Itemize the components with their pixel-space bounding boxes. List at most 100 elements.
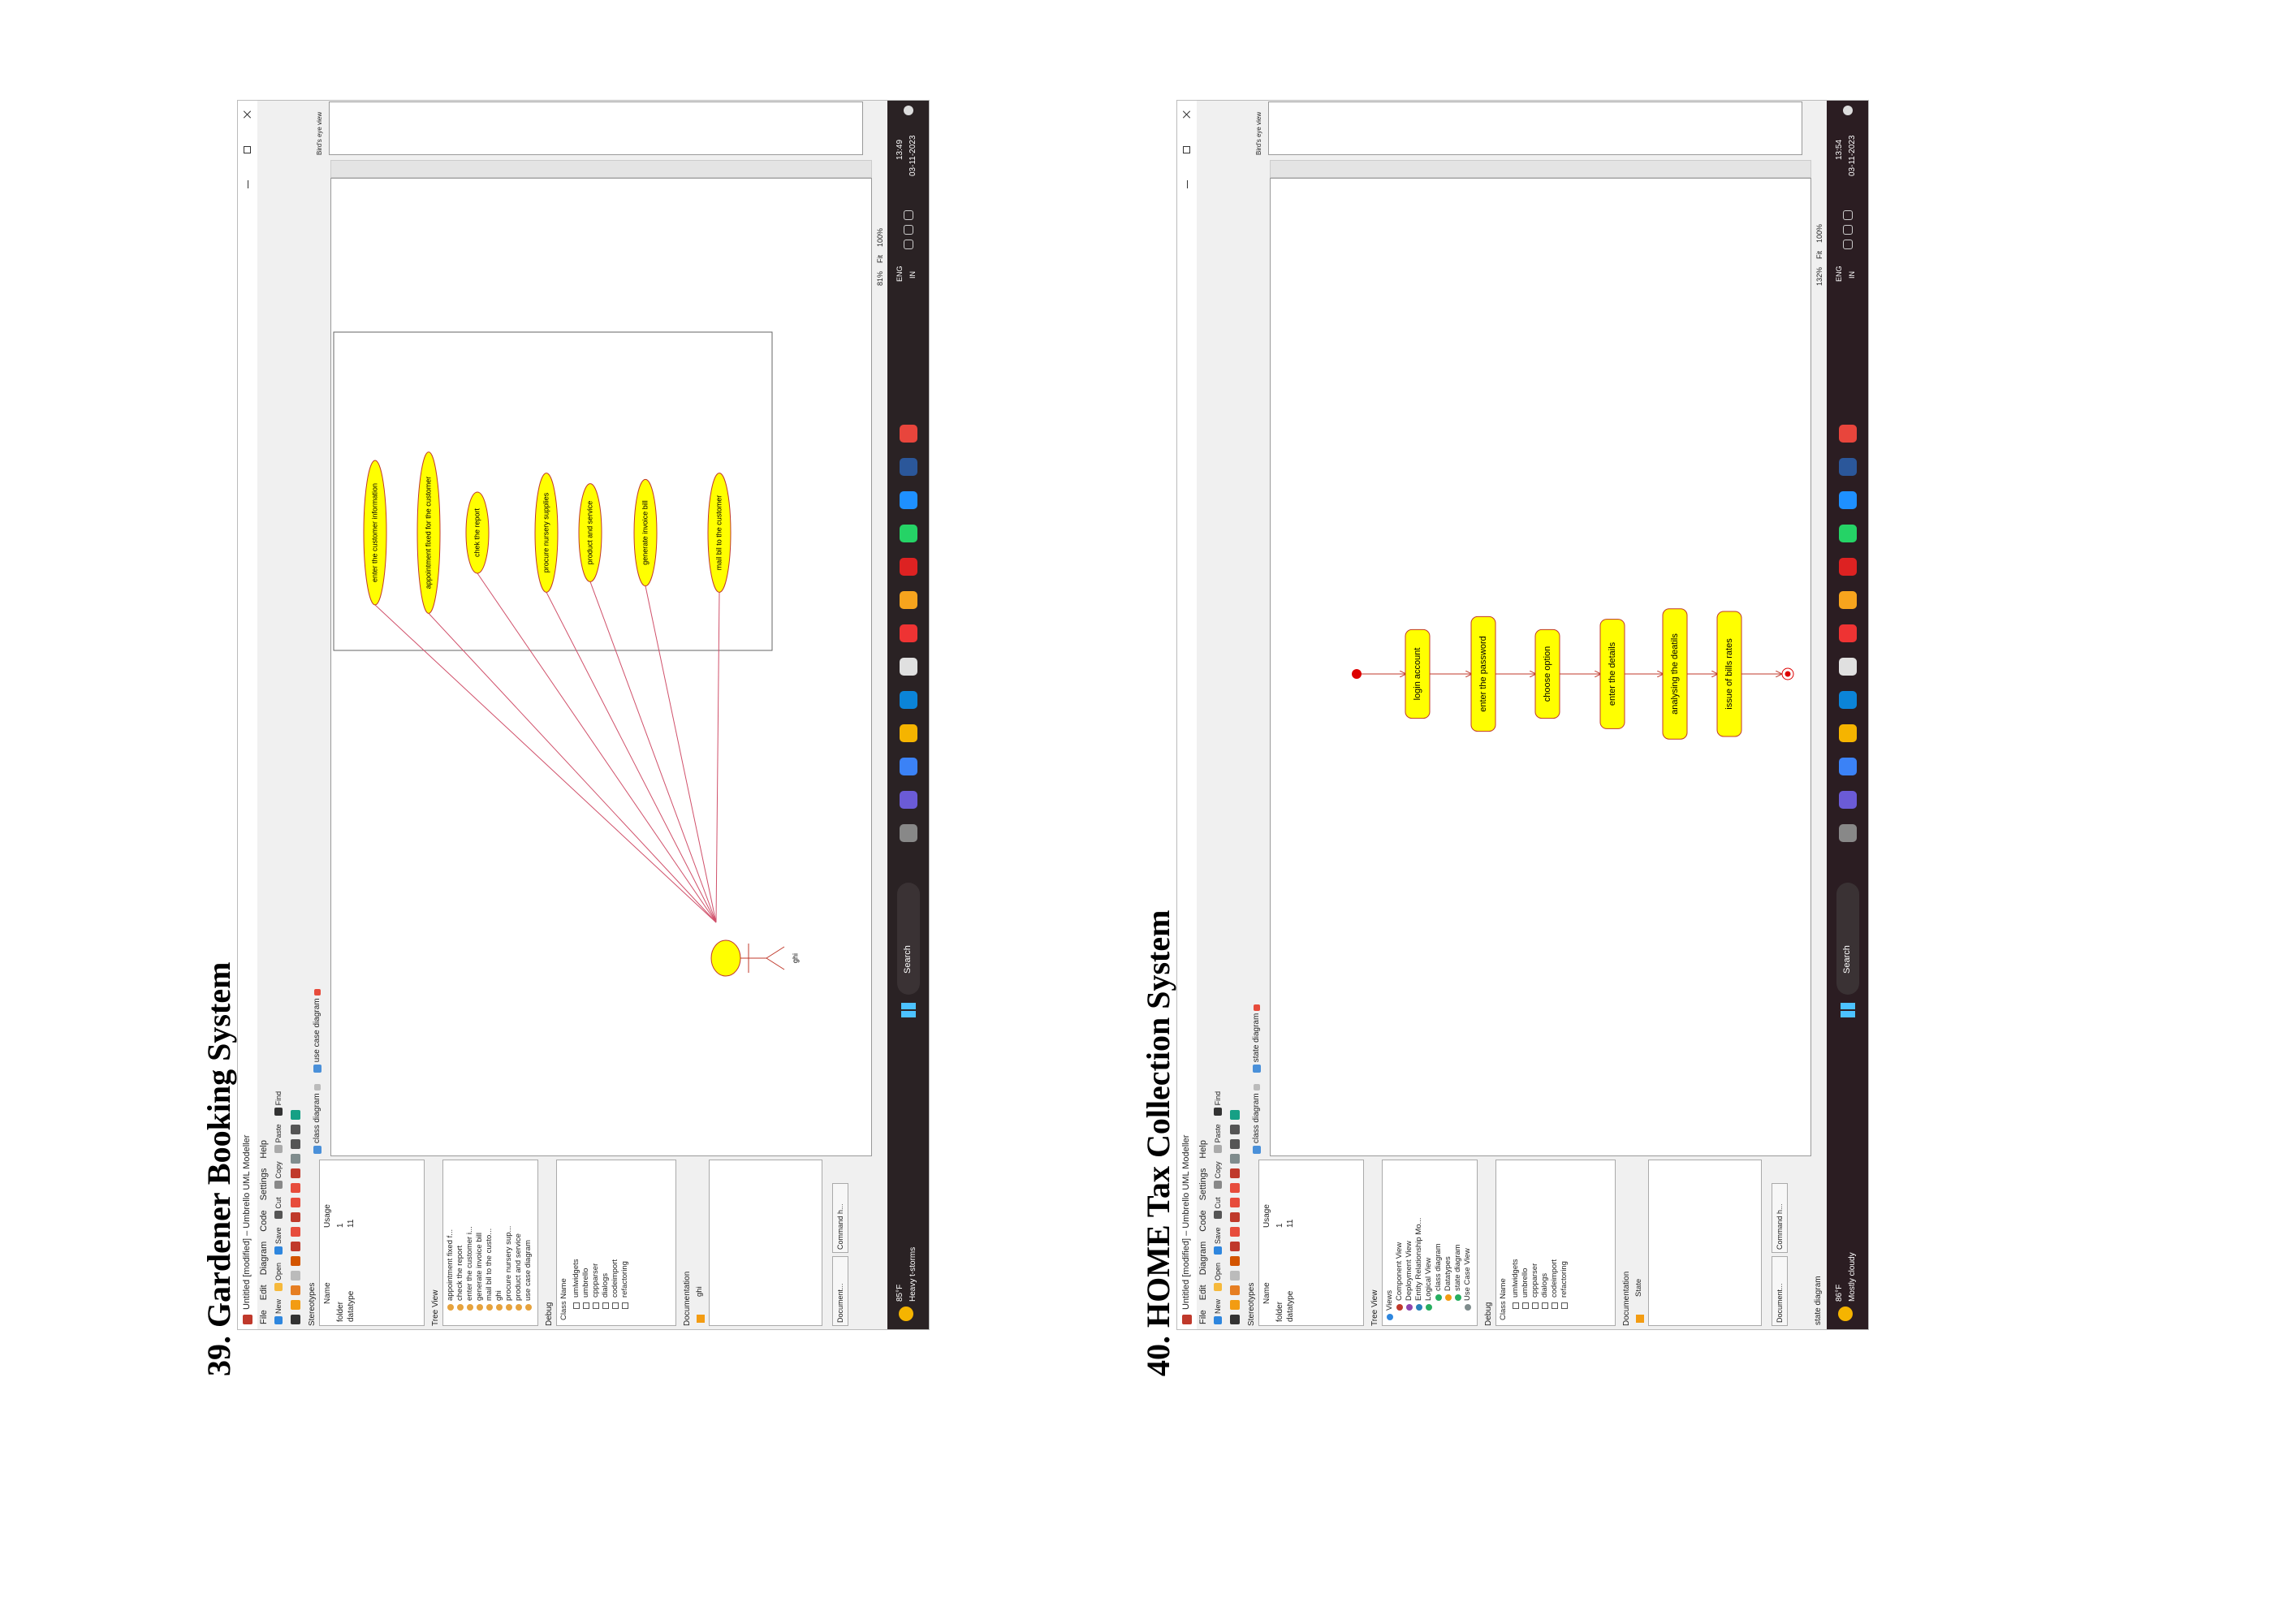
taskbar-app[interactable] <box>900 458 917 476</box>
taskbar-app[interactable] <box>900 591 917 609</box>
zoom-label[interactable]: 100% <box>1815 223 1823 243</box>
diagram-tab[interactable]: class diagram <box>1252 1084 1261 1154</box>
checkbox[interactable] <box>1522 1302 1529 1309</box>
taskbar-app[interactable] <box>1839 591 1857 609</box>
notification-icon[interactable] <box>1843 106 1853 115</box>
scrollbar[interactable] <box>330 160 872 178</box>
toolbar-button[interactable]: Paste <box>274 1124 283 1154</box>
zoom-label[interactable]: Fit <box>876 254 884 263</box>
dock-tab[interactable]: Command h... <box>832 1183 848 1253</box>
taskbar-app[interactable] <box>900 491 917 509</box>
dock-tab[interactable]: Document... <box>832 1256 848 1326</box>
menu-item[interactable]: Edit <box>259 1285 269 1301</box>
taskbar-app[interactable] <box>1839 824 1857 842</box>
zoom-label[interactable]: 100% <box>876 227 884 247</box>
maximize-button[interactable] <box>244 146 251 153</box>
toolbar-button[interactable]: Open <box>1214 1263 1222 1291</box>
diagram-tab[interactable]: state diagram <box>1252 1004 1261 1073</box>
taskbar-app[interactable] <box>1839 525 1857 542</box>
taskbar-app[interactable] <box>1839 658 1857 676</box>
taskbar-app[interactable] <box>1839 791 1857 809</box>
checkbox[interactable] <box>1513 1302 1519 1309</box>
taskbar-app[interactable] <box>900 525 917 542</box>
checkbox[interactable] <box>622 1302 628 1309</box>
menu-item[interactable]: Help <box>259 1140 269 1159</box>
tray-icon[interactable] <box>904 210 913 220</box>
menu-item[interactable]: Settings <box>1198 1168 1208 1201</box>
menu-item[interactable]: File <box>1198 1310 1208 1324</box>
toolbar-button[interactable]: New <box>1214 1299 1222 1324</box>
zoom-label[interactable]: Fit <box>1815 250 1823 259</box>
toolbar-button[interactable]: Save <box>274 1227 283 1255</box>
menu-item[interactable]: Settings <box>259 1168 269 1201</box>
search-box[interactable]: Search <box>897 883 920 995</box>
tree-item[interactable]: check the report <box>455 1245 464 1301</box>
checkbox[interactable] <box>1561 1302 1568 1309</box>
tray-icon[interactable] <box>1843 240 1853 249</box>
toolbar-button[interactable]: Open <box>274 1263 283 1291</box>
search-box[interactable]: Search <box>1836 883 1859 995</box>
taskbar-app[interactable] <box>900 824 917 842</box>
taskbar-app[interactable] <box>900 658 917 676</box>
tree-item[interactable]: Entity Relationship Mo... <box>1414 1217 1423 1301</box>
taskbar-app[interactable] <box>1839 758 1857 775</box>
menu-item[interactable]: Help <box>1198 1140 1208 1159</box>
tree-item[interactable]: enter the customer i... <box>465 1226 474 1301</box>
dock-tab[interactable]: Command h... <box>1772 1183 1788 1253</box>
tree-item[interactable]: appointment fixed f... <box>446 1229 455 1301</box>
diagram-tab[interactable]: use case diagram <box>313 989 322 1073</box>
taskbar-app[interactable] <box>900 558 917 576</box>
taskbar-app[interactable] <box>1839 425 1857 443</box>
toolbar-button[interactable]: Paste <box>1214 1124 1222 1154</box>
toolbar-button[interactable]: Cut <box>274 1197 283 1220</box>
taskbar-app[interactable] <box>900 691 917 709</box>
notification-icon[interactable] <box>904 106 913 115</box>
minimize-button[interactable] <box>1187 180 1188 188</box>
checkbox[interactable] <box>1542 1302 1548 1309</box>
tree-item[interactable]: state diagram <box>1453 1244 1462 1291</box>
tree-item[interactable]: Deployment View <box>1405 1241 1413 1301</box>
checkbox[interactable] <box>1532 1302 1539 1309</box>
menu-item[interactable]: Code <box>259 1210 269 1232</box>
toolbar-button[interactable]: Cut <box>1214 1197 1222 1220</box>
checkbox[interactable] <box>612 1302 619 1309</box>
menu-item[interactable]: Diagram <box>1198 1241 1208 1276</box>
checkbox[interactable] <box>593 1302 599 1309</box>
toolbar-button[interactable]: Save <box>1214 1227 1222 1255</box>
tree-item[interactable]: product and service <box>514 1233 523 1301</box>
menu-item[interactable]: Diagram <box>259 1241 269 1276</box>
tree-item[interactable]: ghi <box>494 1290 503 1301</box>
tray-icon[interactable] <box>1843 210 1853 220</box>
taskbar-app[interactable] <box>1839 691 1857 709</box>
maximize-button[interactable] <box>1183 146 1190 153</box>
tree-item[interactable]: generate invoice bill <box>475 1233 484 1301</box>
tree-item[interactable]: Datatypes <box>1444 1256 1452 1291</box>
toolbar-button[interactable]: Find <box>1214 1091 1222 1116</box>
tree-item[interactable]: Logical View <box>1424 1257 1433 1301</box>
toolbar-button[interactable]: New <box>274 1299 283 1324</box>
menu-item[interactable]: File <box>259 1310 269 1324</box>
diagram-tab[interactable]: class diagram <box>313 1084 322 1154</box>
toolbar-button[interactable]: Copy <box>274 1161 283 1190</box>
tree-item[interactable]: Views <box>1385 1289 1394 1311</box>
tree-item[interactable]: use case diagram <box>524 1240 533 1301</box>
zoom-label[interactable]: 81% <box>876 270 884 286</box>
tray-icon[interactable] <box>904 225 913 235</box>
tree-item[interactable]: Use Case View <box>1463 1248 1472 1301</box>
toolbar-button[interactable]: Find <box>274 1091 283 1116</box>
toolbar-button[interactable]: Copy <box>1214 1161 1222 1190</box>
checkbox[interactable] <box>602 1302 609 1309</box>
taskbar-app[interactable] <box>900 758 917 775</box>
start-button[interactable] <box>1841 1003 1855 1017</box>
tree-item[interactable]: class diagram <box>1434 1243 1443 1291</box>
checkbox[interactable] <box>583 1302 589 1309</box>
menu-item[interactable]: Edit <box>1198 1285 1208 1301</box>
taskbar-app[interactable] <box>900 724 917 742</box>
tray-icon[interactable] <box>904 240 913 249</box>
dock-tab[interactable]: Document... <box>1772 1256 1788 1326</box>
zoom-label[interactable]: 132% <box>1815 266 1823 286</box>
scrollbar[interactable] <box>1270 160 1811 178</box>
taskbar-app[interactable] <box>900 791 917 809</box>
tray-icon[interactable] <box>1843 225 1853 235</box>
taskbar-app[interactable] <box>1839 558 1857 576</box>
